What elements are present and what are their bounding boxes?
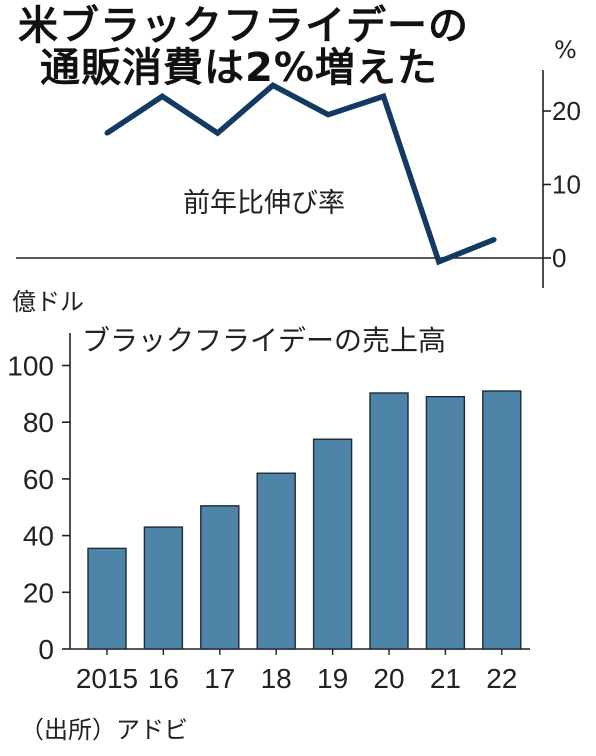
chart-title-line-2: 通販消費は2%増えた <box>40 45 438 91</box>
sales-bar <box>87 547 127 650</box>
sales-bar <box>369 392 409 650</box>
bar-x-tick-label: 21 <box>430 663 461 694</box>
sales-bar <box>312 438 353 650</box>
bar-y-tick-label: 100 <box>7 351 54 382</box>
growth-line-chart: % 0 10 20 前年比伸び率 <box>16 36 581 288</box>
sales-bar <box>425 395 466 650</box>
source-note: （出所）アドビ <box>20 716 188 744</box>
growth-line <box>105 81 496 266</box>
growth-point <box>436 259 442 265</box>
growth-point <box>215 130 221 136</box>
sales-bar <box>256 472 296 650</box>
bar-y-tick-label: 0 <box>38 634 54 665</box>
bar-y-tick-label: 80 <box>23 407 54 438</box>
bar-y-tick-label: 60 <box>23 464 54 495</box>
line-y-tick-label: 20 <box>552 96 581 126</box>
bar-y-tick-label: 20 <box>23 577 54 608</box>
bar-x-tick-label: 17 <box>204 663 235 694</box>
sales-bar <box>143 526 184 650</box>
bar-x-tick-label: 19 <box>317 663 348 694</box>
bar-y-tick-label: 40 <box>23 521 54 552</box>
growth-point <box>159 93 165 99</box>
bar-chart-label: ブラックフライデーの売上高 <box>82 324 446 357</box>
bar-x-tick-label: 16 <box>148 663 179 694</box>
sales-bar <box>200 505 240 650</box>
line-y-tick-label: 0 <box>552 243 566 273</box>
growth-point <box>491 237 497 243</box>
bar-x-tick-label: 2015 <box>76 663 138 694</box>
growth-point <box>325 112 331 118</box>
growth-point <box>104 130 110 136</box>
sales-bar <box>482 390 522 650</box>
line-series-label: 前年比伸び率 <box>183 188 345 219</box>
line-y-tick-label: 10 <box>552 170 581 200</box>
bar-unit-label: 億ドル <box>12 288 84 316</box>
growth-point <box>381 93 386 99</box>
bar-x-tick-label: 22 <box>486 663 517 694</box>
line-unit-label: % <box>554 36 577 64</box>
bar-x-tick-label: 20 <box>373 663 404 694</box>
chart-title-line-1: 米ブラックフライデーの <box>18 3 469 49</box>
bar-x-tick-label: 18 <box>261 663 292 694</box>
growth-point <box>270 82 276 88</box>
